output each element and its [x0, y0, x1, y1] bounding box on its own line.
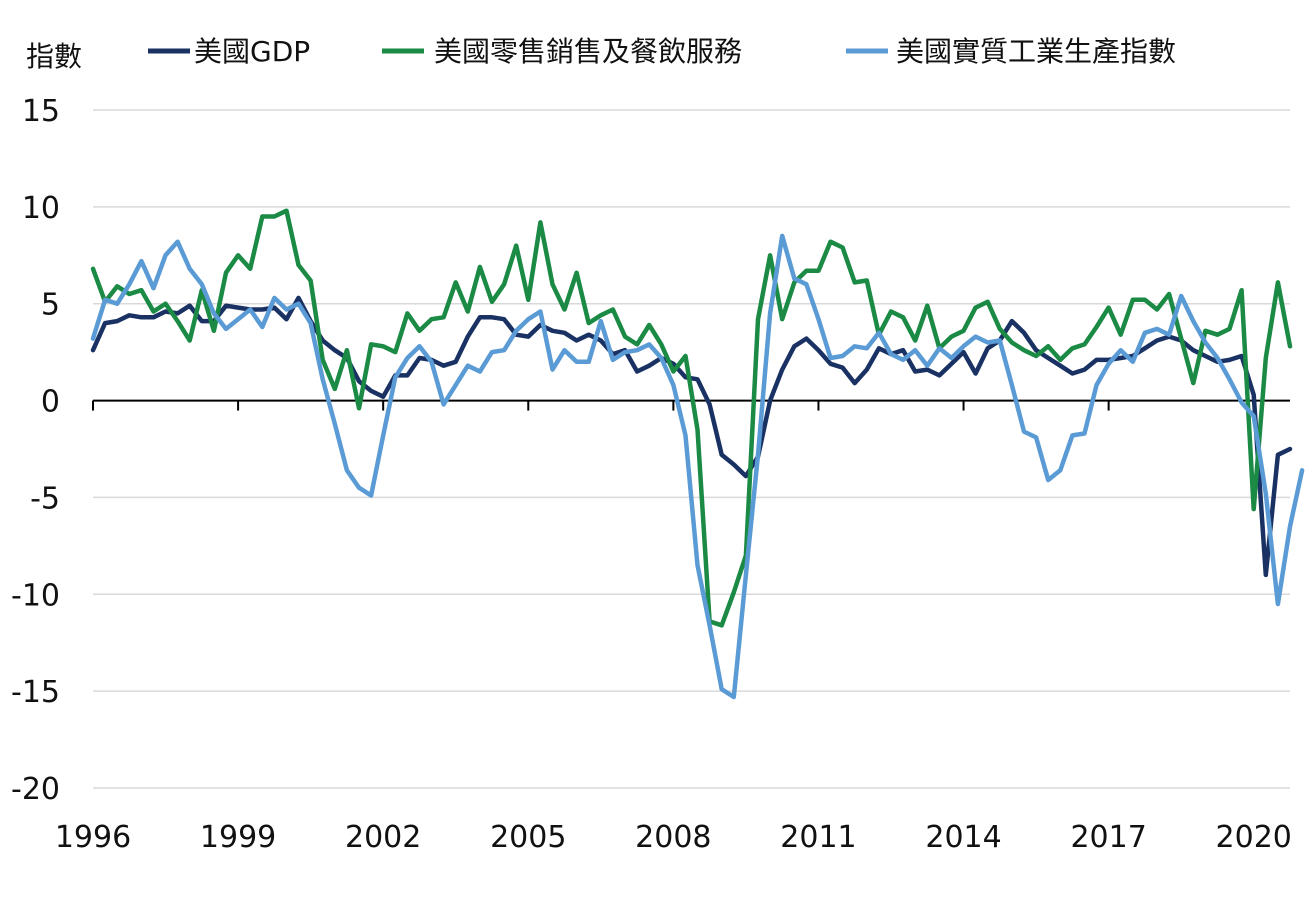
x-tick-label: 2002 — [345, 820, 421, 855]
x-tick-label: 1999 — [200, 820, 276, 855]
legend-item-retail-sales: 美國零售銷售及餐飲服務 — [382, 35, 742, 68]
legend-item-gdp: 美國GDP — [148, 35, 310, 68]
data-series — [90, 208, 1305, 700]
x-tick-label: 2011 — [780, 820, 856, 855]
legend-label-gdp: 美國GDP — [194, 35, 310, 68]
x-tick-label: 2008 — [635, 820, 711, 855]
x-tick-label: 2014 — [925, 820, 1001, 855]
x-tick-label: 1996 — [55, 820, 131, 855]
legend-label-retail-sales: 美國零售銷售及餐飲服務 — [434, 35, 742, 68]
x-axis: 1996 1999 2002 2005 2008 2011 2014 2017 2020 — [55, 399, 1292, 855]
y-tick-label: -15 — [11, 675, 60, 710]
legend-label-industrial-production: 美國實質工業生產指數 — [896, 35, 1176, 68]
y-tick-label: -10 — [11, 578, 60, 613]
chart-legend: 美國GDP 美國零售銷售及餐飲服務 美國實質工業生產指數 — [148, 35, 1176, 68]
series-line-1 — [90, 208, 1293, 628]
y-axis-unit-label: 指數 — [26, 40, 82, 73]
y-tick-label: 0 — [41, 385, 60, 420]
y-tick-label: -5 — [30, 481, 60, 516]
series-line-2 — [90, 233, 1305, 700]
y-gridlines — [93, 109, 1290, 789]
series-line-0 — [90, 295, 1293, 578]
legend-item-industrial-production: 美國實質工業生產指數 — [846, 35, 1176, 68]
y-tick-label: 5 — [41, 288, 60, 323]
x-tick-label: 2020 — [1216, 820, 1292, 855]
x-tick-label: 2005 — [490, 820, 566, 855]
y-tick-label: 10 — [22, 191, 60, 226]
y-axis-tick-labels: 15 10 5 0 -5 -10 -15 -20 — [11, 94, 60, 807]
y-tick-label: 15 — [22, 94, 60, 129]
y-tick-label: -20 — [11, 772, 60, 807]
x-tick-label: 2017 — [1070, 820, 1146, 855]
